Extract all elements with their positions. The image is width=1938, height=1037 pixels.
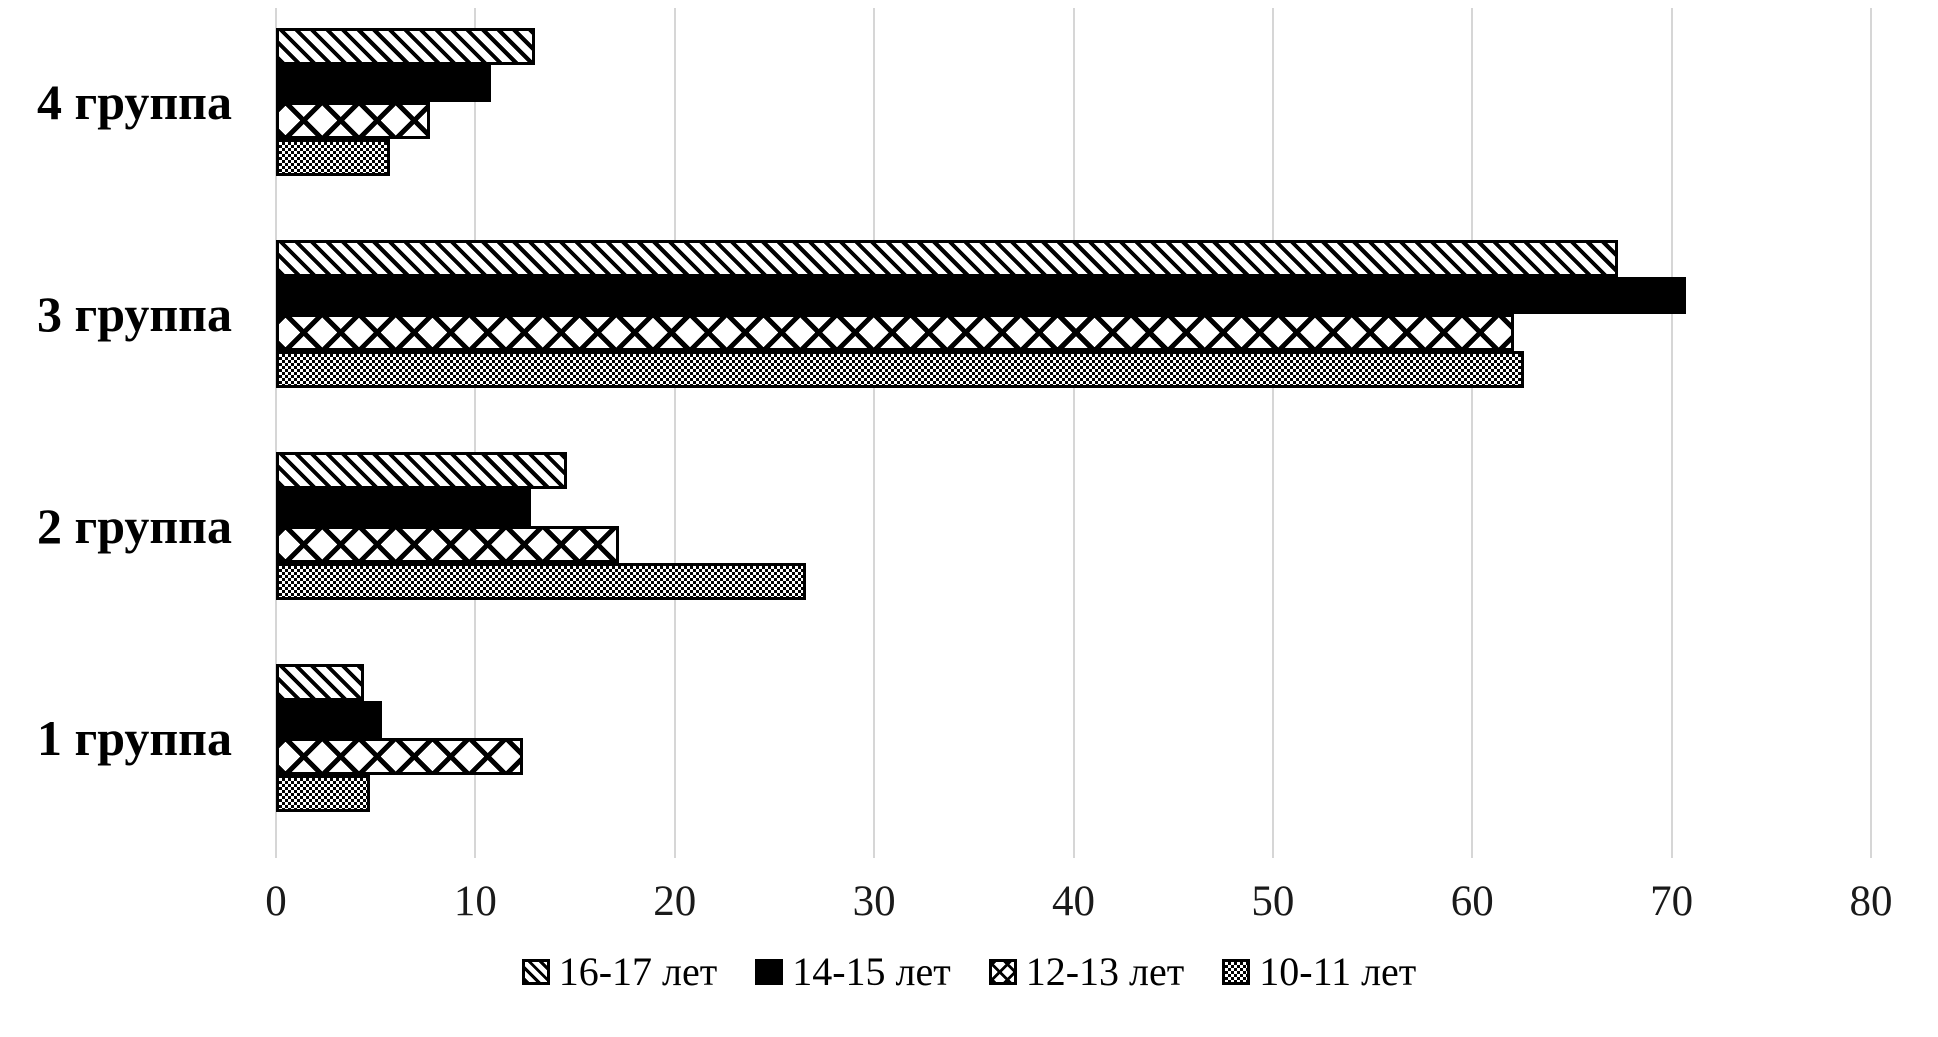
gridline-x-50 — [1271, 8, 1274, 858]
bar-2-10-11-лет — [276, 351, 1524, 388]
bar-4-14-15-лет — [276, 701, 382, 738]
x-tick-label-0: 0 — [265, 878, 287, 925]
bar-1-12-13-лет — [276, 102, 430, 139]
category-label-3: 2 группа — [37, 498, 232, 554]
bar-3-12-13-лет — [276, 526, 619, 563]
x-tick-label-10: 10 — [453, 878, 497, 925]
x-tick-label-70: 70 — [1650, 878, 1694, 925]
legend-label: 16-17 лет — [558, 949, 718, 994]
gridline-x-80 — [1870, 8, 1872, 858]
legend-item-12-13-лет: 12-13 лет — [988, 949, 1185, 994]
bar-2-14-15-лет — [276, 277, 1686, 314]
bar-1-10-11-лет — [276, 139, 390, 176]
legend-item-10-11-лет: 10-11 лет — [1222, 952, 1416, 992]
gridline-x-60 — [1471, 8, 1474, 858]
x-tick-label-80: 80 — [1849, 878, 1893, 925]
bar-4-10-11-лет — [276, 775, 370, 812]
bar-3-10-11-лет — [276, 563, 806, 600]
bar-1-14-15-лет — [276, 65, 491, 102]
x-tick-label-20: 20 — [653, 878, 697, 925]
x-tick-label-60: 60 — [1450, 878, 1494, 925]
bar-4-12-13-лет — [276, 738, 523, 775]
legend-label: 10-11 лет — [1259, 949, 1417, 994]
x-tick-label-50: 50 — [1251, 878, 1295, 925]
gridline-x-70 — [1670, 8, 1673, 858]
bar-3-14-15-лет — [276, 489, 531, 526]
gridline-x-30 — [873, 8, 876, 858]
bar-3-16-17-лет — [276, 452, 567, 489]
legend-item-16-17-лет: 16-17 лет — [521, 949, 718, 994]
legend-swatch-diagonal-hatch-icon — [521, 959, 550, 985]
bar-2-12-13-лет — [276, 314, 1514, 351]
legend: 16-17 лет 14-15 лет 12-13 лет 10-11 лет — [0, 952, 1938, 992]
bar-2-16-17-лет — [276, 240, 1618, 277]
legend-label: 14-15 лет — [792, 949, 951, 994]
gridline-x-10 — [474, 8, 477, 858]
bar-1-16-17-лет — [276, 28, 535, 65]
gridline-x-0 — [275, 8, 277, 858]
gridline-x-40 — [1072, 8, 1075, 858]
gridline-x-20 — [673, 8, 676, 858]
legend-swatch-crosshatch-icon — [988, 959, 1017, 985]
legend-label: 12-13 лет — [1025, 949, 1185, 994]
legend-swatch-solid-black-icon — [755, 959, 784, 985]
bar-4-16-17-лет — [276, 664, 364, 701]
x-tick-label-30: 30 — [852, 878, 896, 925]
legend-swatch-checker-gray-icon — [1222, 959, 1251, 985]
x-tick-label-40: 40 — [1052, 878, 1095, 925]
legend-item-14-15-лет: 14-15 лет — [755, 952, 951, 992]
category-label-2: 3 группа — [37, 286, 232, 342]
category-label-4: 1 группа — [37, 710, 232, 766]
category-label-1: 4 группа — [37, 74, 232, 130]
